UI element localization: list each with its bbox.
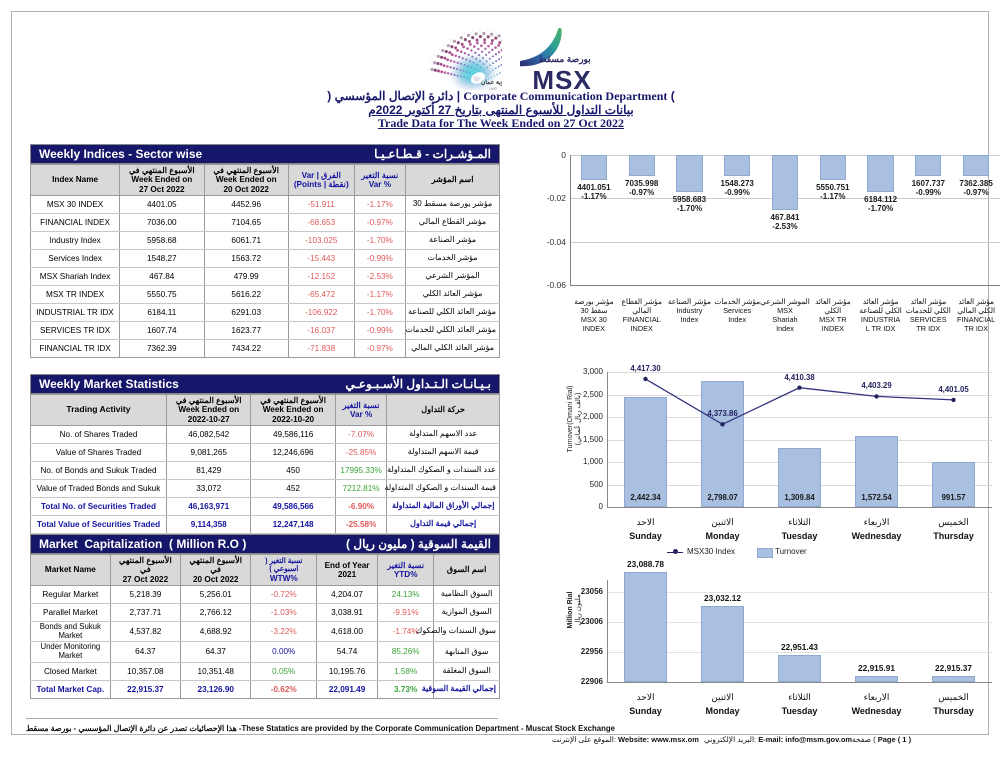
svg-text:رؤية عمان: رؤية عمان	[481, 79, 502, 86]
